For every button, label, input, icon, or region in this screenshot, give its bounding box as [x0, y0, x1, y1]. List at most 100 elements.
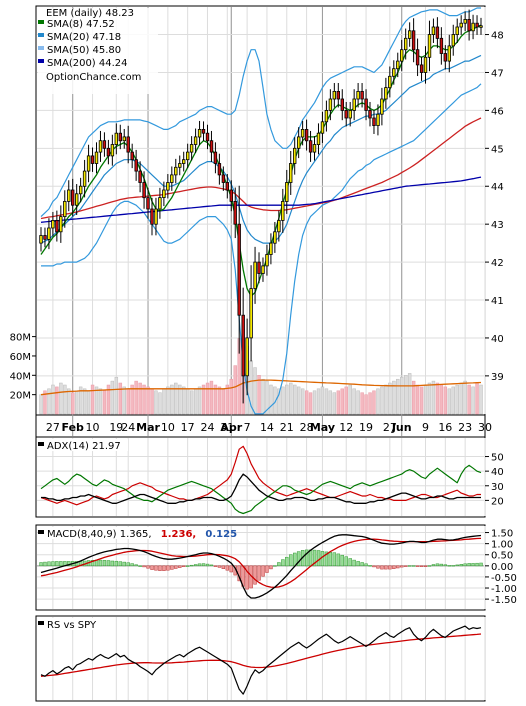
macd-histogram-bar — [396, 565, 400, 569]
volume-bar — [459, 382, 463, 415]
x-axis-label: 27 — [383, 421, 397, 434]
candle-body — [185, 151, 190, 161]
candle-body — [154, 208, 158, 225]
candle-body — [403, 37, 408, 51]
rs-legend: RS vs SPY — [38, 618, 108, 631]
macd-histogram-bar — [39, 562, 43, 567]
volume-bar — [443, 386, 448, 415]
macd-histogram-bar — [407, 565, 412, 567]
macd-histogram-bar — [447, 565, 452, 567]
volume-bar — [114, 376, 119, 415]
volume-bar — [142, 384, 146, 415]
macd-legend: MACD(8,40,9) 1.365, 1.236, 0.125 — [38, 527, 237, 540]
macd-tick-label: 1.50 — [491, 529, 513, 540]
volume-bar — [170, 384, 174, 415]
price-tick-label: 44 — [491, 182, 504, 193]
volume-bar — [348, 384, 352, 415]
candle-body — [178, 163, 182, 168]
macd-histogram-bar — [126, 562, 130, 567]
macd-histogram-bar — [205, 563, 210, 567]
candle-body — [189, 144, 194, 153]
candlestick-layer — [39, 9, 483, 404]
macd-histogram-bar — [154, 565, 158, 571]
volume-bar — [51, 384, 55, 415]
candle-body — [114, 132, 118, 145]
macd-histogram-bar — [308, 549, 313, 567]
macd-histogram-bar — [293, 552, 297, 567]
candle-body — [399, 49, 404, 62]
x-axis-label: 24 — [200, 421, 214, 434]
x-axis-label: 24 — [121, 421, 135, 434]
candle-body — [467, 18, 471, 32]
macd-histogram-bar — [162, 565, 166, 571]
x-axis-label: Mar — [136, 421, 160, 434]
candle-body — [221, 174, 226, 183]
x-axis-label: 27 — [46, 421, 60, 434]
macd-histogram-bar — [364, 563, 368, 567]
candle-body — [471, 22, 475, 32]
candle-body — [320, 121, 325, 134]
candle-body — [392, 68, 396, 77]
macd-histogram-bar — [142, 565, 146, 568]
volume-bar — [82, 388, 87, 415]
candle-body — [439, 37, 444, 54]
macd-histogram-bar — [368, 565, 372, 567]
macd-histogram-bar — [419, 565, 424, 567]
macd-histogram-bar — [459, 564, 463, 567]
candle-body — [79, 185, 83, 195]
volume-bar — [86, 390, 91, 415]
macd-histogram-bar — [51, 561, 55, 567]
volume-bar — [43, 390, 47, 415]
macd-histogram-bar — [400, 565, 404, 568]
macd-histogram-bar — [118, 561, 123, 567]
candle-body — [257, 261, 261, 274]
macd-histogram-bar — [43, 561, 47, 567]
adx-tick-label: 50 — [491, 453, 504, 464]
volume-bar — [253, 367, 257, 415]
candle-body — [94, 151, 99, 164]
macd-histogram-bar — [102, 560, 107, 567]
macd-histogram-bar — [74, 561, 79, 567]
volume-bar — [162, 388, 166, 415]
candle-body — [273, 231, 277, 244]
sma20-line — [40, 54, 482, 244]
macd-histogram-bar — [261, 565, 265, 577]
macd-histogram-bar — [55, 561, 59, 567]
volume-bar — [39, 394, 43, 415]
candle-body — [296, 136, 301, 149]
candle-body — [142, 182, 146, 199]
candle-body — [122, 136, 126, 142]
volume-bar — [189, 390, 194, 415]
adx-label: ADX(14) 21.97 — [47, 441, 121, 452]
candle-body — [423, 56, 428, 73]
macd-histogram-bar — [388, 565, 392, 570]
candle-body — [82, 170, 87, 187]
macd-histogram-bar — [324, 551, 329, 567]
macd-swatch — [38, 530, 44, 534]
price-tick-label: 41 — [491, 296, 504, 307]
volume-bar — [134, 380, 138, 415]
volume-bar — [71, 392, 75, 415]
macd-signal-value: 1.236, — [161, 529, 196, 540]
legend-swatch-sma8 — [38, 20, 44, 24]
candle-body — [67, 189, 71, 202]
volume-bar — [372, 390, 376, 415]
candle-body — [364, 98, 368, 111]
volume-bar — [281, 386, 285, 415]
candle-body — [455, 26, 459, 35]
price-tick-label: 40 — [491, 334, 504, 345]
volume-bar — [296, 386, 301, 415]
candle-body — [376, 113, 380, 126]
volume-bar — [174, 382, 178, 415]
macd-histogram-bar — [376, 565, 380, 569]
candle-body — [138, 170, 142, 183]
volume-bar — [193, 388, 198, 415]
volume-bar — [130, 384, 134, 415]
volume-bar — [293, 384, 297, 415]
macd-histogram-bar — [178, 565, 182, 568]
macd-histogram-bar — [384, 565, 388, 570]
x-axis-label: May — [310, 421, 335, 434]
volume-bar — [59, 382, 63, 415]
candle-body — [75, 193, 79, 206]
macd-histogram-bar — [277, 562, 281, 567]
